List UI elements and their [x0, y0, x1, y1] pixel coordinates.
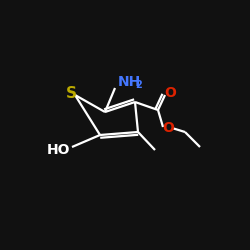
Text: 2: 2	[136, 80, 142, 90]
Text: S: S	[66, 86, 76, 102]
Text: O: O	[162, 121, 174, 135]
Text: NH: NH	[118, 75, 141, 89]
Text: HO: HO	[46, 143, 70, 157]
Text: O: O	[164, 86, 176, 100]
